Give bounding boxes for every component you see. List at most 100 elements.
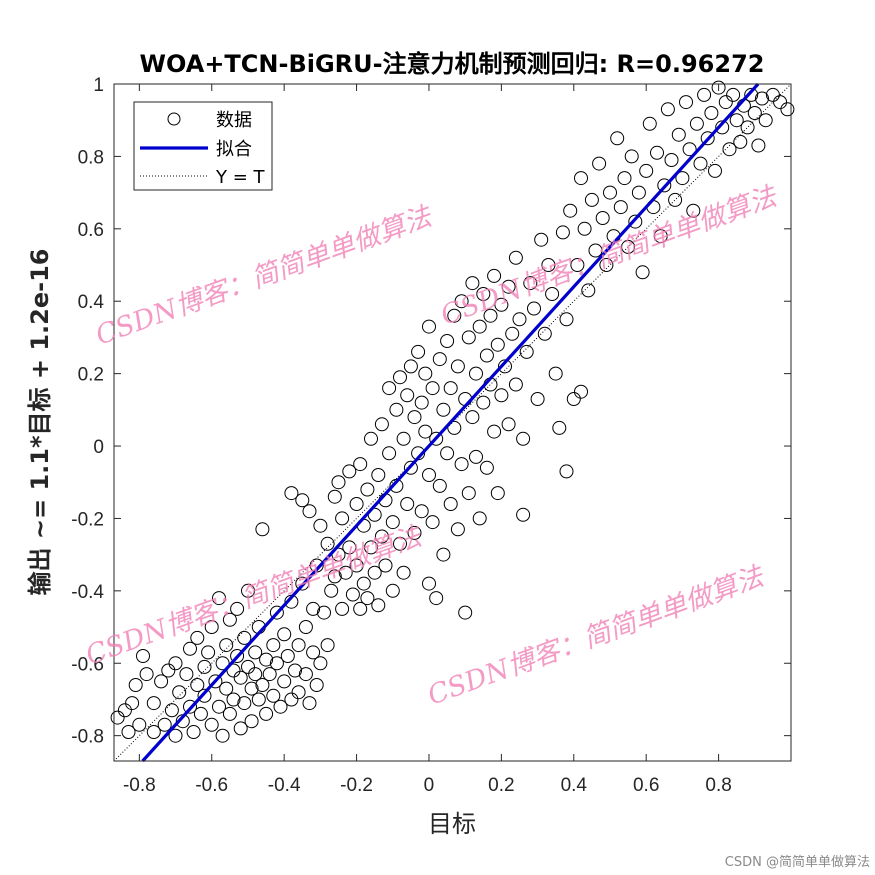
data-point [479,348,494,363]
data-point [432,478,447,493]
x-tick-label: -0.8 [123,775,156,796]
data-point [650,145,664,160]
data-point [679,95,693,110]
data-point [212,591,226,606]
data-point [700,131,715,146]
y-tick-label: 0.2 [78,365,104,386]
data-point [360,482,375,497]
legend-box [133,101,273,191]
legend-label-reference: Y = T [215,167,266,188]
data-point [689,116,704,131]
data-point [110,710,125,725]
data-point [262,667,277,682]
data-point [447,420,462,435]
data-point [570,258,585,272]
data-point [660,102,675,117]
data-point [193,706,208,721]
data-point [744,87,759,102]
data-point [631,185,646,200]
data-point [718,95,733,110]
data-point [624,149,639,164]
data-point [664,153,679,167]
data-point [335,511,350,526]
data-point [139,667,154,682]
data-point [136,649,150,663]
data-point [183,641,197,656]
data-point [284,692,299,707]
data-point [418,424,433,439]
data-point [313,656,328,671]
legend-label-data: 数据 [216,110,252,131]
y-tick-label: -0.8 [71,727,104,748]
data-point [237,696,252,711]
x-tick-label: 0.8 [705,775,731,796]
data-point [208,674,223,689]
data-point [244,681,259,696]
data-point [349,497,364,511]
data-point [230,649,245,663]
data-point [422,468,436,482]
data-point [552,420,567,435]
data-point [505,326,520,341]
x-tick-label: -0.2 [340,775,373,796]
data-point [436,547,451,562]
data-point [280,649,295,663]
data-point [508,377,523,392]
data-point [559,312,574,327]
data-point [255,522,270,537]
y-tick-label: 0.6 [78,220,104,241]
data-point [675,171,690,186]
data-point [298,620,313,634]
data-point [371,468,386,482]
data-point [266,688,281,703]
data-point [577,221,592,236]
data-point [320,638,335,653]
data-point [317,605,331,620]
data-point [335,601,350,616]
data-point [465,410,480,425]
data-point [382,381,397,396]
data-point [440,446,455,461]
data-point [422,576,436,591]
data-point [422,319,436,334]
data-point [302,696,317,711]
data-point [259,652,274,667]
x-tick-label: 0.2 [488,775,514,796]
data-point [425,515,440,530]
data-point [403,359,418,374]
data-point [364,540,378,555]
data-point [389,402,404,417]
footer-credit: CSDN @简简单单做算法 [725,854,870,870]
data-point [237,630,252,645]
x-axis-title: 目标 [428,810,476,838]
data-point [501,279,516,294]
data-point [190,678,205,692]
data-point [197,688,212,703]
data-point [671,127,686,142]
data-point [179,667,194,682]
data-point [461,486,476,501]
data-point [548,366,563,381]
data-point [476,395,491,410]
data-point [121,725,136,739]
data-point [686,203,701,218]
data-point [545,287,560,301]
data-point [508,250,523,265]
data-point [241,659,255,674]
data-point [450,359,465,374]
data-point [458,605,473,620]
data-point [429,431,444,446]
data-point [400,388,415,403]
data-point [190,630,205,645]
data-point [125,696,140,711]
data-point [367,565,382,580]
data-point [374,529,389,544]
data-point [393,370,407,385]
data-point [450,522,465,537]
data-point [494,297,509,312]
data-point [342,540,357,555]
data-point [501,417,516,432]
data-point [259,706,274,721]
data-point [722,142,737,157]
data-point [414,395,429,410]
